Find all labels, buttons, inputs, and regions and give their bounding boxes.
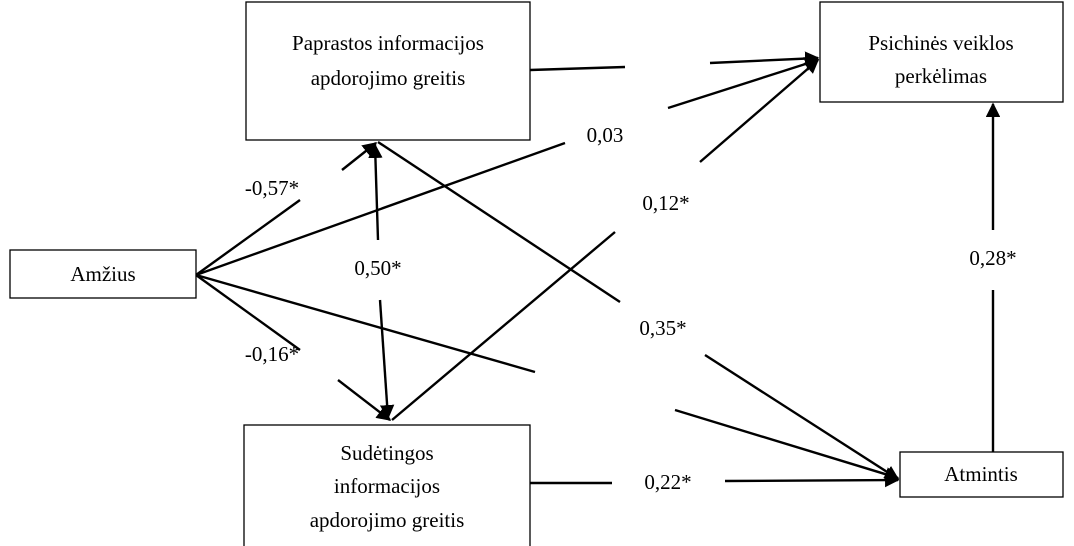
edge — [368, 143, 383, 241]
edge-label: -0,16* — [245, 342, 299, 366]
edge — [337, 379, 392, 421]
edge — [674, 408, 900, 482]
node-box — [899, 451, 1064, 498]
edge — [391, 231, 616, 421]
edge — [529, 65, 626, 72]
edge — [195, 273, 536, 374]
edge-label: 0,22* — [644, 470, 691, 494]
node-label: apdorojimo greitis — [310, 508, 465, 532]
edges — [195, 51, 1001, 488]
node-box — [819, 1, 1064, 103]
edge — [195, 199, 301, 276]
node-label: apdorojimo greitis — [311, 66, 466, 90]
node-box — [243, 424, 531, 546]
edge — [724, 472, 900, 488]
edge — [667, 57, 820, 110]
edge — [341, 142, 378, 171]
edge — [195, 141, 566, 277]
edge-label: 0,12* — [642, 191, 689, 215]
node-box — [9, 249, 197, 299]
edge — [699, 59, 820, 163]
edge-label: 0,28* — [969, 246, 1016, 270]
edge — [704, 353, 900, 481]
edge — [195, 274, 301, 351]
edge-label: 0,50* — [354, 256, 401, 280]
edge-label: 0,03 — [587, 123, 624, 147]
node-box — [245, 1, 531, 141]
node-label: Paprastos informacijos — [292, 31, 484, 55]
edge-label: 0,35* — [639, 316, 686, 340]
node-label: Amžius — [70, 262, 135, 286]
edge — [377, 140, 621, 304]
edge — [709, 51, 820, 66]
node-label: informacijos — [334, 474, 440, 498]
edge — [378, 299, 395, 420]
node-label: Atmintis — [944, 462, 1018, 486]
node-label: perkėlimas — [895, 64, 987, 88]
node-label: Sudėtingos — [340, 441, 433, 465]
edge-label: -0,57* — [245, 176, 299, 200]
node-label: Psichinės veiklos — [868, 31, 1013, 55]
